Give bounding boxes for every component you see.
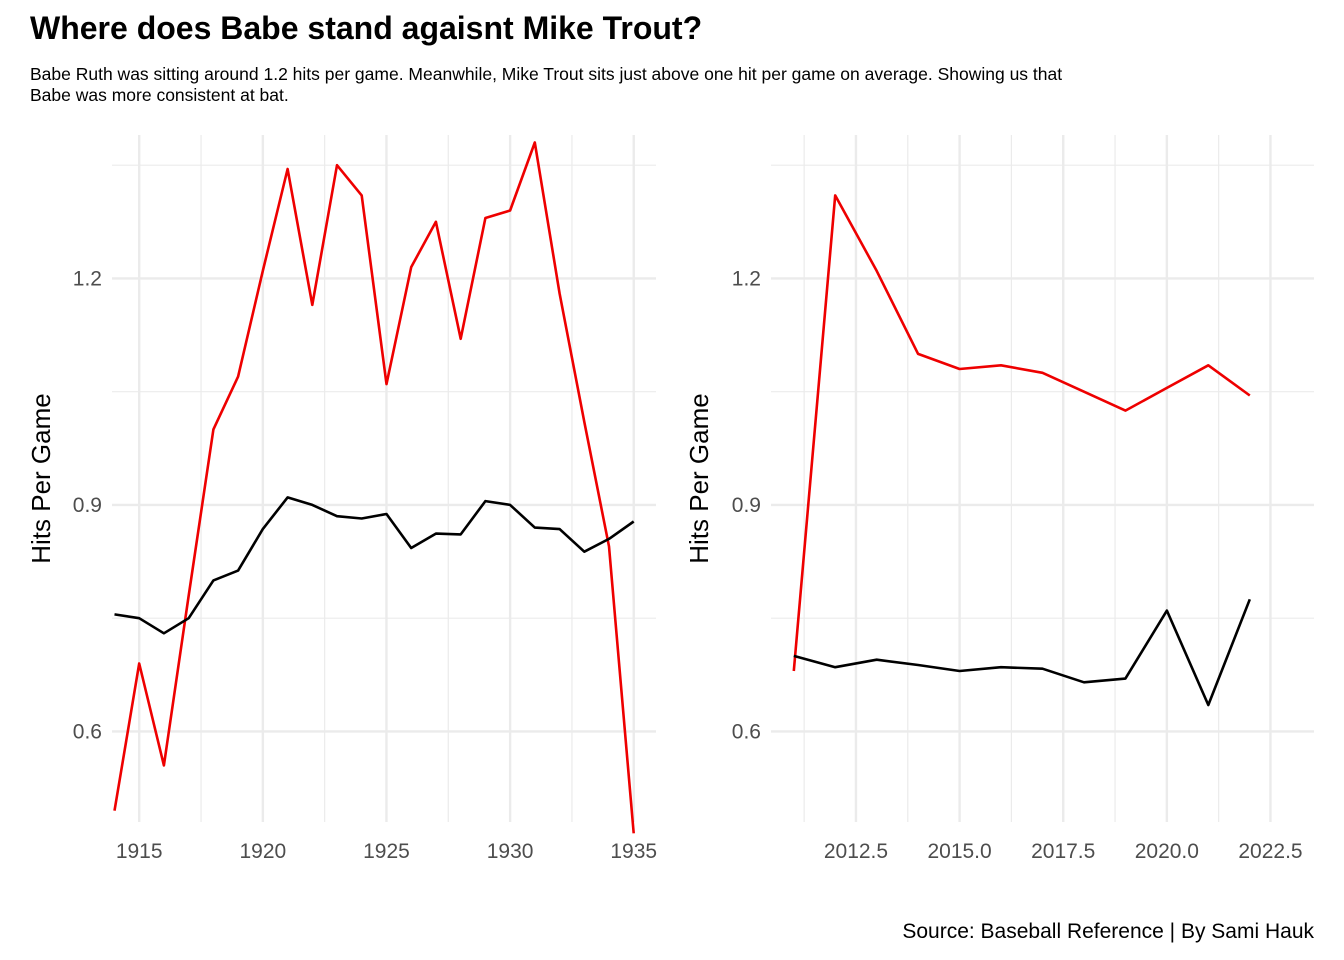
x-tick-label: 1925: [363, 840, 410, 863]
chart-subtitle: Babe Ruth was sitting around 1.2 hits pe…: [30, 64, 1063, 105]
chart-title: Where does Babe stand agaisnt Mike Trout…: [30, 10, 703, 46]
mike-trout-panel: 2012.5 2015.0 2017.5 2020.0 2022.5 0.6 0.9 1.2 H…: [684, 135, 1314, 863]
x-tick-label: 2022.5: [1238, 840, 1302, 863]
x-tick-label: 2017.5: [1031, 840, 1095, 863]
x-tick-label: 1920: [239, 840, 286, 863]
x-tick-label: 2012.5: [824, 840, 888, 863]
babe-ruth-panel: 1915 1920 1925 1930 1935 0.6 0.9 1.2 Hits Per Ga…: [26, 135, 657, 863]
x-tick-label: 1915: [116, 840, 163, 863]
y-tick-label: 0.6: [73, 720, 102, 743]
y-tick-label: 0.9: [732, 494, 761, 517]
x-tick-label: 2015.0: [927, 840, 991, 863]
black-series-line: [114, 496, 635, 635]
y-tick-label: 1.2: [73, 267, 102, 290]
y-tick-label: 1.2: [732, 267, 761, 290]
y-axis-title: Hits Per Game: [26, 393, 56, 564]
x-tick-label: 2020.0: [1135, 840, 1199, 863]
red-series-line: [113, 141, 635, 834]
y-axis-title: Hits Per Game: [684, 393, 714, 564]
chart-caption: Source: Baseball Reference | By Sami Hau…: [902, 920, 1314, 943]
x-tick-label: 1930: [487, 840, 534, 863]
red-series-line: [792, 194, 1251, 672]
y-tick-label: 0.6: [732, 720, 761, 743]
x-tick-label: 1935: [610, 840, 657, 863]
y-tick-label: 0.9: [73, 494, 102, 517]
black-series-line: [793, 598, 1252, 707]
